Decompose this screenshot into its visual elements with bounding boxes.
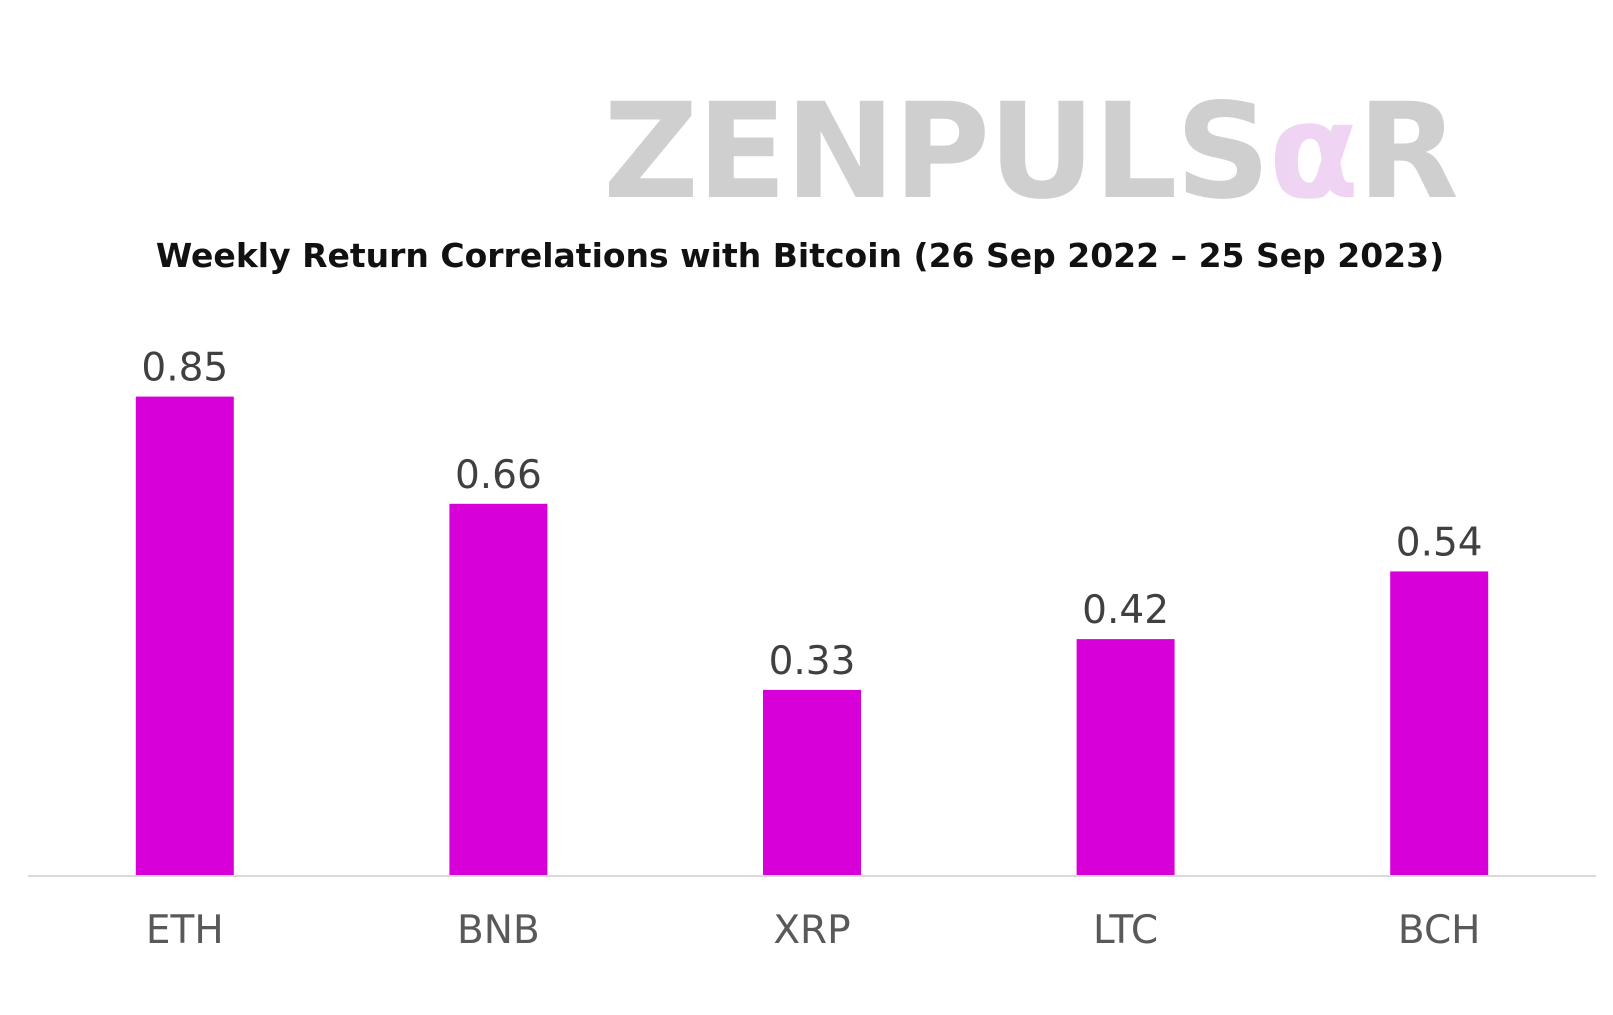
value-label-bch: 0.54: [1396, 520, 1483, 565]
logo-wordmark: ZENPULSαR: [603, 75, 1457, 229]
bars-layer: [135, 396, 1489, 876]
bar-xrp: [763, 689, 861, 876]
logo-prefix: ZENPULS: [603, 75, 1268, 229]
category-label-bnb: BNB: [457, 908, 540, 953]
bar-ltc: [1076, 639, 1175, 876]
category-labels-layer: ETH BNB XRP LTC BCH: [146, 908, 1481, 953]
logo-suffix: R: [1357, 75, 1457, 229]
bar-bch: [1390, 571, 1489, 876]
value-label-ltc: 0.42: [1082, 588, 1169, 633]
chart-title: Weekly Return Correlations with Bitcoin …: [156, 236, 1444, 275]
category-label-bch: BCH: [1398, 908, 1481, 953]
brand-logo: ZENPULSαR: [603, 75, 1459, 229]
bar-bnb: [449, 503, 548, 876]
logo-accent: α: [1269, 75, 1358, 229]
category-label-eth: ETH: [146, 908, 224, 953]
category-label-xrp: XRP: [773, 908, 850, 953]
category-label-ltc: LTC: [1093, 908, 1158, 953]
value-label-eth: 0.85: [141, 346, 228, 391]
value-labels-layer: 0.85 0.66 0.33 0.42 0.54: [141, 346, 1482, 684]
bar-eth: [135, 396, 234, 876]
value-label-bnb: 0.66: [455, 453, 542, 498]
value-label-xrp: 0.33: [769, 639, 856, 684]
